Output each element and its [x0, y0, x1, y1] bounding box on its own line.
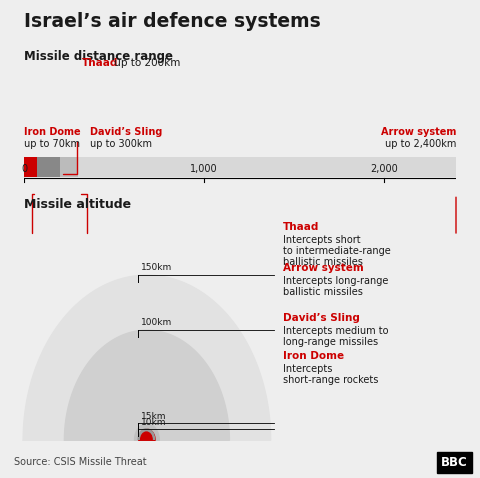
Bar: [24, 157, 60, 177]
Text: David’s Sling: David’s Sling: [283, 313, 360, 323]
Text: 10km: 10km: [141, 418, 166, 426]
Text: 1,000: 1,000: [190, 164, 218, 174]
Text: Thaad: Thaad: [283, 222, 320, 232]
Text: Iron Dome: Iron Dome: [24, 127, 81, 137]
Text: short-range rockets: short-range rockets: [283, 375, 379, 385]
Text: Intercepts short: Intercepts short: [283, 235, 361, 245]
Text: David’s Sling: David’s Sling: [90, 127, 162, 137]
Text: Missile distance range: Missile distance range: [24, 50, 173, 63]
Text: up to 300km: up to 300km: [90, 139, 152, 149]
Text: ballistic missiles: ballistic missiles: [283, 287, 363, 297]
Text: 0: 0: [21, 164, 27, 174]
Text: Israel’s air defence systems: Israel’s air defence systems: [24, 12, 321, 31]
Text: BBC: BBC: [441, 456, 468, 469]
Text: Intercepts: Intercepts: [283, 364, 333, 374]
Text: Iron Dome: Iron Dome: [283, 351, 344, 361]
Text: 150km: 150km: [141, 263, 172, 272]
Text: Arrow system: Arrow system: [381, 127, 456, 137]
Text: 15km: 15km: [141, 412, 166, 421]
Text: Intercepts long-range: Intercepts long-range: [283, 276, 389, 286]
Wedge shape: [138, 429, 155, 440]
Text: up to 200km: up to 200km: [111, 58, 181, 68]
Text: up to 2,400km: up to 2,400km: [384, 139, 456, 149]
Text: up to 70km: up to 70km: [24, 139, 80, 149]
Bar: [24, 157, 36, 177]
Text: 100km: 100km: [141, 318, 172, 327]
Text: Thaad: Thaad: [82, 58, 118, 68]
Text: Intercepts medium to: Intercepts medium to: [283, 326, 389, 336]
Text: Arrow system: Arrow system: [283, 263, 364, 273]
Text: long-range missiles: long-range missiles: [283, 337, 378, 347]
Bar: [24, 157, 456, 177]
Text: Missile altitude: Missile altitude: [24, 198, 131, 211]
Text: ballistic missiles: ballistic missiles: [283, 257, 363, 267]
Bar: [24, 157, 78, 177]
Text: 2,000: 2,000: [370, 164, 398, 174]
Text: Source: CSIS Missile Threat: Source: CSIS Missile Threat: [14, 457, 147, 467]
Text: to intermediate-range: to intermediate-range: [283, 246, 391, 256]
Wedge shape: [141, 432, 152, 440]
